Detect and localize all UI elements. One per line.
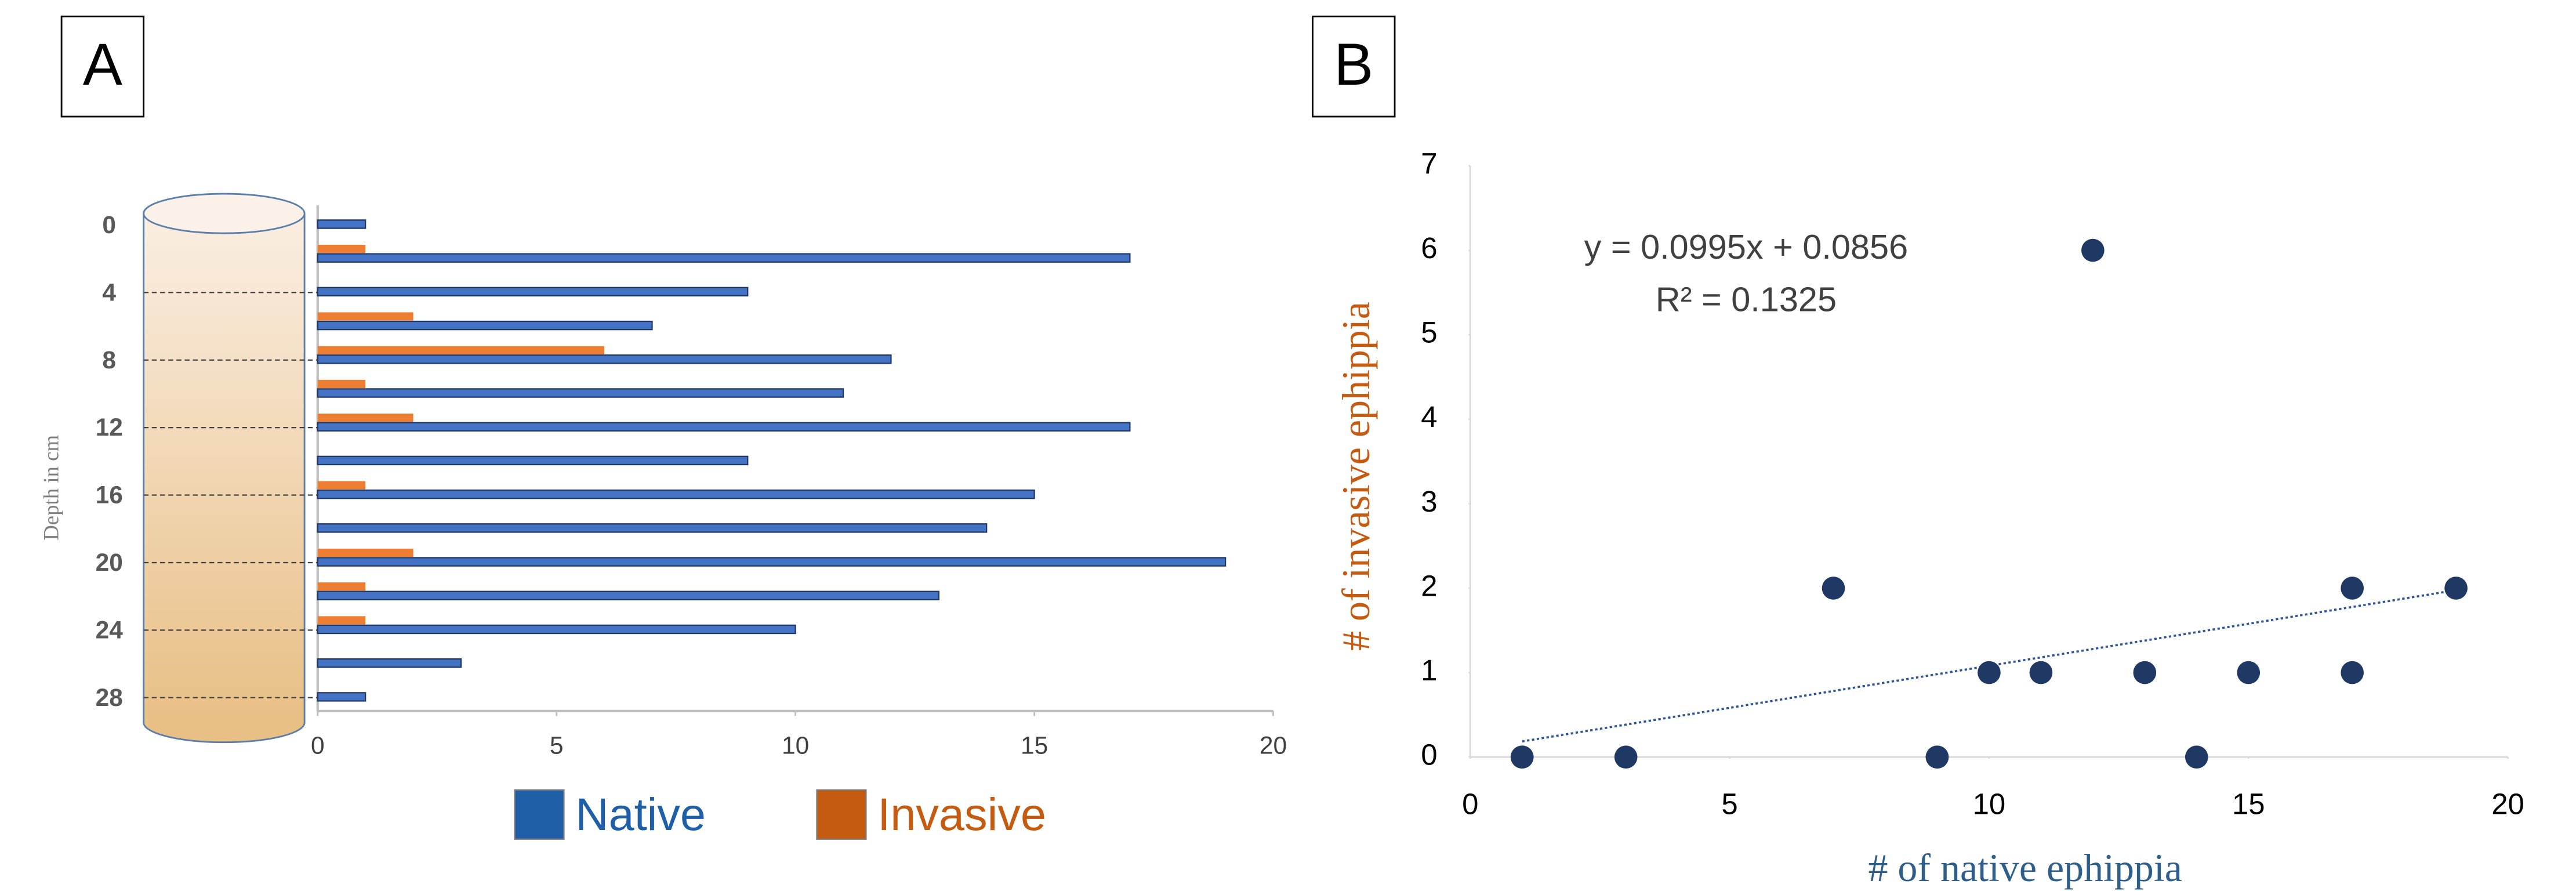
point: [2341, 661, 2364, 684]
figure: A B Depth in cm # of native ephippia # o…: [0, 0, 2576, 895]
y-tick-label: 24: [96, 616, 124, 643]
y-tick-label: 7: [1421, 147, 1437, 180]
x-axis-label: # of native ephippia: [1868, 846, 2182, 890]
x-tick-label: 5: [1721, 788, 1737, 821]
y-tick-label: 5: [1421, 316, 1437, 349]
point: [1926, 745, 1949, 769]
bar: [318, 355, 891, 363]
point: [1822, 577, 1845, 600]
bar: [318, 616, 365, 624]
legend-swatch: [817, 790, 866, 839]
core-top: [144, 194, 304, 233]
bar: [318, 414, 413, 422]
panel-label: A: [83, 31, 122, 97]
point: [1511, 745, 1534, 769]
point: [2185, 745, 2208, 769]
bar: [318, 592, 939, 600]
bar: [318, 549, 413, 557]
y-tick-label: 20: [96, 549, 123, 576]
bar: [318, 659, 461, 667]
y-tick-label: 3: [1421, 485, 1437, 518]
bar: [318, 557, 1225, 566]
y-axis-label: # of invasive ephippia: [1334, 302, 1378, 651]
x-tick-label: 15: [1021, 731, 1048, 759]
y-tick-label: 8: [102, 346, 116, 374]
x-tick-label: 0: [311, 731, 325, 759]
x-tick-label: 20: [1260, 731, 1287, 759]
y-tick-label: 12: [96, 414, 123, 441]
point: [2030, 661, 2053, 684]
x-tick-label: 5: [550, 731, 564, 759]
bar: [318, 524, 986, 532]
trendline-r2: R² = 0.1325: [1656, 280, 1837, 319]
y-tick-label: 0: [1421, 738, 1437, 771]
legend-label: Native: [575, 788, 706, 840]
legend-label: Invasive: [877, 788, 1046, 840]
y-axis-label: Depth in cm: [39, 435, 63, 541]
x-tick-label: 0: [1462, 788, 1478, 821]
x-tick-label: 10: [782, 731, 809, 759]
bar: [318, 625, 796, 633]
point: [2237, 661, 2260, 684]
y-tick-label: 2: [1421, 569, 1437, 602]
x-tick-label: 15: [2232, 788, 2265, 821]
y-tick-label: 6: [1421, 231, 1437, 264]
bar: [318, 220, 365, 228]
bar: [318, 346, 604, 354]
page: {"chart_data": [ {"type": "bar", "orient…: [0, 0, 2576, 895]
bar: [318, 380, 365, 388]
y-tick-label: 28: [96, 684, 123, 711]
point: [2341, 577, 2364, 600]
bar: [318, 288, 748, 296]
point: [1614, 745, 1638, 769]
y-tick-label: 4: [1421, 400, 1437, 433]
trendline-equation: y = 0.0995x + 0.0856: [1584, 227, 1909, 266]
point: [1978, 661, 2001, 684]
legend-swatch: [515, 790, 564, 839]
bar: [318, 423, 1130, 431]
y-tick-label: 1: [1421, 654, 1437, 687]
x-tick-label: 20: [2491, 788, 2524, 821]
y-tick-label: 16: [96, 481, 123, 509]
point: [2133, 661, 2156, 684]
bar: [318, 582, 365, 590]
bar: [318, 312, 413, 320]
bar: [318, 245, 365, 253]
y-tick-label: 4: [102, 278, 116, 306]
bar: [318, 481, 365, 489]
x-tick-label: 10: [1973, 788, 2006, 821]
bar: [318, 693, 365, 701]
y-tick-label: 0: [102, 211, 116, 238]
sediment-core: [144, 194, 304, 742]
bar: [318, 456, 748, 465]
point: [2081, 239, 2105, 262]
core-fill: [144, 213, 304, 723]
bar: [318, 490, 1035, 498]
point: [2444, 577, 2468, 600]
bar: [318, 321, 652, 329]
panel-label: B: [1334, 31, 1373, 97]
bar: [318, 389, 843, 397]
bar: [318, 254, 1130, 262]
